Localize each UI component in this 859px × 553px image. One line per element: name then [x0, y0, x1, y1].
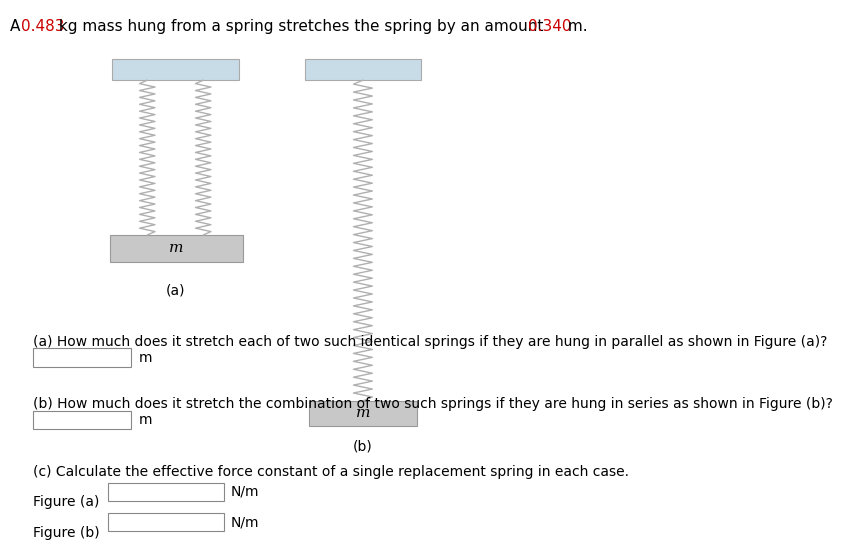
Text: N/m: N/m [231, 485, 259, 499]
Text: (a) How much does it stretch each of two such identical springs if they are hung: (a) How much does it stretch each of two… [33, 335, 827, 348]
Text: (b) How much does it stretch the combination of two such springs if they are hun: (b) How much does it stretch the combina… [33, 397, 832, 411]
Bar [309, 401, 417, 426]
Bar [33, 348, 131, 367]
Text: m: m [169, 241, 184, 255]
Text: m: m [138, 351, 152, 364]
Text: m: m [138, 413, 152, 427]
Text: (c) Calculate the effective force constant of a single replacement spring in eac: (c) Calculate the effective force consta… [33, 465, 629, 479]
Text: Figure (a): Figure (a) [33, 495, 99, 509]
Text: m: m [356, 406, 370, 420]
Bar [33, 411, 131, 429]
Text: kg mass hung from a spring stretches the spring by an amount: kg mass hung from a spring stretches the… [54, 19, 548, 34]
Text: N/m: N/m [231, 515, 259, 529]
Text: Figure (b): Figure (b) [33, 526, 100, 540]
Text: (b): (b) [353, 440, 373, 453]
Text: 0.483: 0.483 [21, 19, 65, 34]
Bar [110, 235, 243, 262]
Bar [112, 59, 239, 80]
Bar [305, 59, 421, 80]
Text: m.: m. [563, 19, 588, 34]
Text: (a): (a) [166, 284, 185, 298]
Bar [108, 513, 224, 531]
Text: 0.340: 0.340 [528, 19, 572, 34]
Bar [108, 483, 224, 501]
Text: A: A [10, 19, 26, 34]
